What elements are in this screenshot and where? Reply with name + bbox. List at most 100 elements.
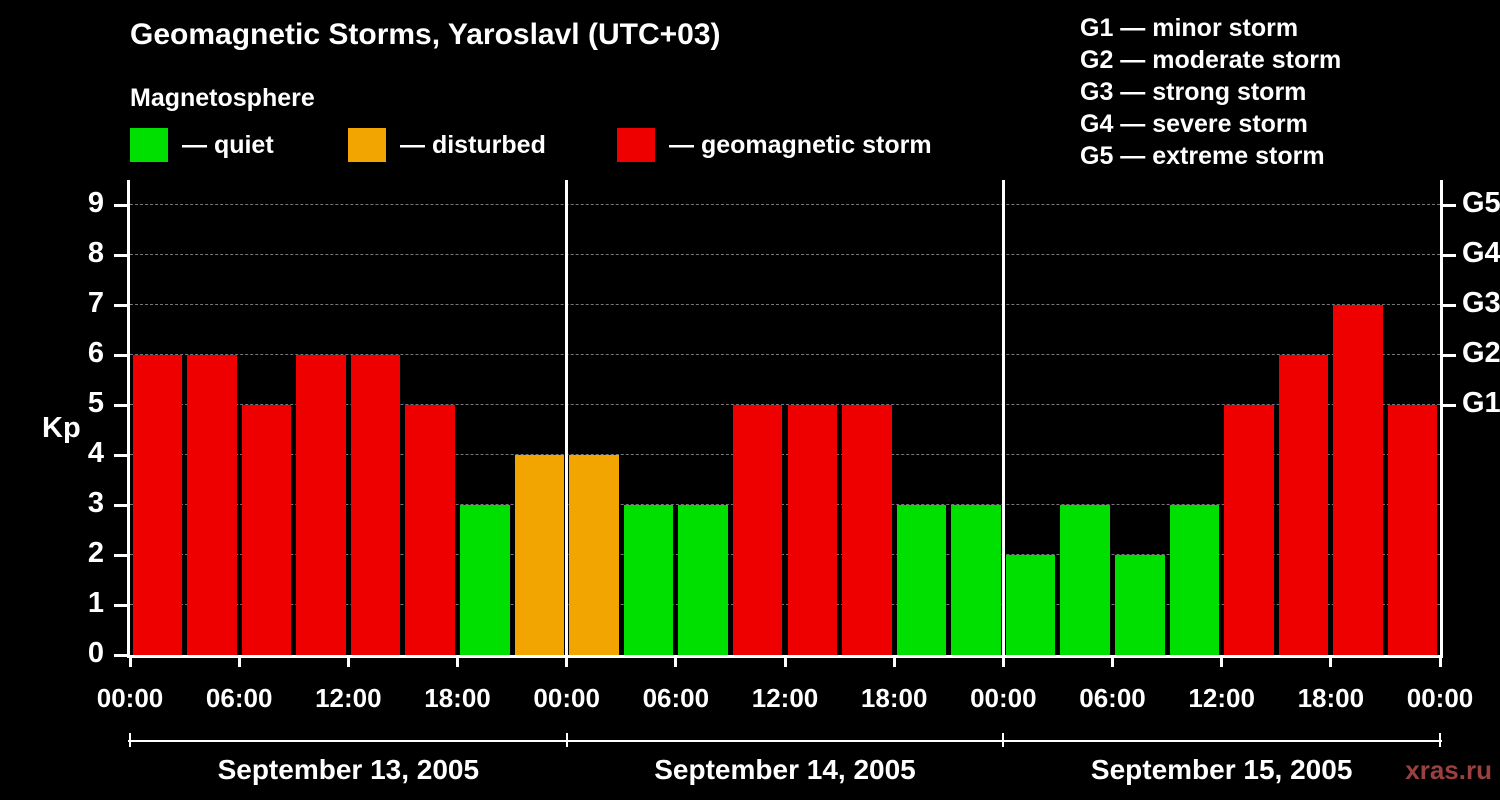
x-tick-label: 18:00: [1297, 683, 1365, 713]
kp-bar: [1169, 505, 1220, 655]
kp-bar: [569, 455, 619, 655]
kp-bar: [1387, 405, 1438, 655]
g-tick-label-G1: G1: [1462, 387, 1500, 419]
g-axis-tick: [1443, 353, 1456, 357]
legend-swatch-storm-icon: [617, 128, 655, 162]
kp-bar: [514, 455, 565, 655]
y-axis-right: [1440, 180, 1443, 658]
g-tick-label-G4: G4: [1462, 237, 1500, 269]
g-axis-tick: [1443, 303, 1456, 307]
x-axis-tick: [674, 658, 678, 667]
kp-bar: [187, 355, 237, 655]
storm-scale-line-3: G3 — strong storm: [1080, 78, 1307, 106]
legend-item-quiet: — quiet: [130, 128, 274, 162]
legend-swatch-quiet-icon: [130, 128, 168, 162]
g-axis-tick: [1443, 403, 1456, 407]
y-axis-tick: [114, 503, 127, 507]
kp-bar: [623, 505, 674, 655]
kp-bar: [296, 355, 346, 655]
y-tick-label-4: 4: [87, 437, 104, 469]
legend-item-storm: — geomagnetic storm: [617, 128, 932, 162]
storm-scale-line-4: G4 — severe storm: [1080, 110, 1308, 138]
x-tick-label: 12:00: [1188, 683, 1255, 713]
gridline-kp-5: [130, 404, 1440, 405]
y-axis-tick: [114, 653, 127, 657]
x-axis-tick: [128, 658, 132, 667]
date-label-day-1: September 13, 2005: [217, 754, 480, 785]
day-separator-line: [1001, 180, 1005, 655]
kp-bar: [951, 505, 1001, 655]
x-tick-label: 18:00: [860, 683, 928, 713]
date-label-day-3: September 15, 2005: [1090, 754, 1353, 785]
storm-scale-legend: G1 — minor storm G2 — moderate storm G3 — …: [1080, 12, 1341, 172]
kp-bar: [1278, 355, 1329, 655]
x-axis-tick: [1438, 658, 1442, 667]
x-tick-label: 06:00: [1079, 683, 1146, 713]
y-tick-label-1: 1: [87, 587, 104, 619]
kp-bar: [241, 405, 292, 655]
x-tick-label: 00:00: [533, 683, 600, 713]
date-label-day-2: September 14, 2005: [654, 754, 916, 785]
y-axis-title: Kp: [42, 412, 81, 444]
legend-item-disturbed: — disturbed: [348, 128, 546, 162]
y-tick-label-5: 5: [87, 387, 104, 419]
kp-bar: [1005, 555, 1056, 655]
watermark: xras.ru: [1405, 755, 1492, 785]
x-axis-tick: [565, 658, 569, 667]
g-tick-label-G2: G2: [1462, 337, 1500, 369]
g-tick-label-G5: G5: [1462, 187, 1500, 219]
x-tick-label: 00:00: [970, 683, 1037, 713]
kp-bar: [896, 505, 947, 655]
kp-bar: [132, 355, 183, 655]
y-tick-label-0: 0: [87, 637, 104, 669]
date-bracket-line: [128, 740, 1442, 742]
x-tick-label: 00:00: [1406, 683, 1474, 713]
kp-bar: [1115, 555, 1165, 655]
y-tick-label-9: 9: [87, 187, 104, 219]
x-axis-tick: [783, 658, 787, 667]
gridline-kp-1: [130, 604, 1440, 605]
kp-status-legend: — quiet — disturbed — geomagnetic storm: [130, 128, 1080, 172]
x-tick-label: 12:00: [315, 683, 382, 713]
y-axis-tick: [114, 553, 127, 557]
y-axis-tick: [114, 253, 127, 257]
x-tick-label: 06:00: [205, 683, 273, 713]
x-tick-label: 00:00: [96, 683, 164, 713]
day-separator-line: [565, 180, 569, 655]
x-axis: [127, 655, 1443, 658]
chart-title: Geomagnetic Storms, Yaroslavl (UTC+03): [130, 18, 721, 51]
legend-swatch-disturbed-icon: [348, 128, 386, 162]
legend-label-quiet: — quiet: [182, 130, 274, 159]
x-axis-tick: [346, 658, 350, 667]
date-bracket-tick: [129, 733, 131, 747]
y-tick-label-2: 2: [87, 537, 104, 569]
y-tick-label-3: 3: [87, 487, 104, 519]
kp-bar: [405, 405, 455, 655]
y-tick-label-8: 8: [87, 237, 104, 269]
storm-scale-line-2: G2 — moderate storm: [1080, 46, 1342, 74]
x-tick-label: 06:00: [642, 683, 710, 713]
date-bracket-tick: [565, 733, 568, 747]
x-axis-tick: [1220, 658, 1224, 667]
gridline-kp-7: [130, 304, 1440, 305]
legend-label-storm: — geomagnetic storm: [669, 130, 932, 159]
date-bracket-tick: [1002, 733, 1005, 747]
x-tick-label: 18:00: [424, 683, 491, 713]
y-axis-tick: [114, 303, 127, 307]
x-axis-tick: [1001, 658, 1005, 667]
y-axis-tick: [114, 603, 127, 607]
y-axis-tick: [114, 403, 127, 407]
gridline-kp-8: [130, 254, 1440, 255]
storm-scale-line-5: G5 — extreme storm: [1080, 142, 1325, 170]
gridline-kp-4: [130, 454, 1440, 455]
g-axis-tick: [1443, 203, 1456, 207]
legend-label-disturbed: — disturbed: [400, 130, 546, 159]
kp-bar: [732, 405, 783, 655]
storm-scale-line-1: G1 — minor storm: [1080, 14, 1299, 42]
kp-bar: [1060, 505, 1110, 655]
date-bracket-tick: [1439, 733, 1441, 747]
chart-subtitle: Magnetosphere: [130, 84, 315, 112]
gridline-kp-9: [130, 204, 1440, 205]
x-axis-tick: [892, 658, 896, 667]
